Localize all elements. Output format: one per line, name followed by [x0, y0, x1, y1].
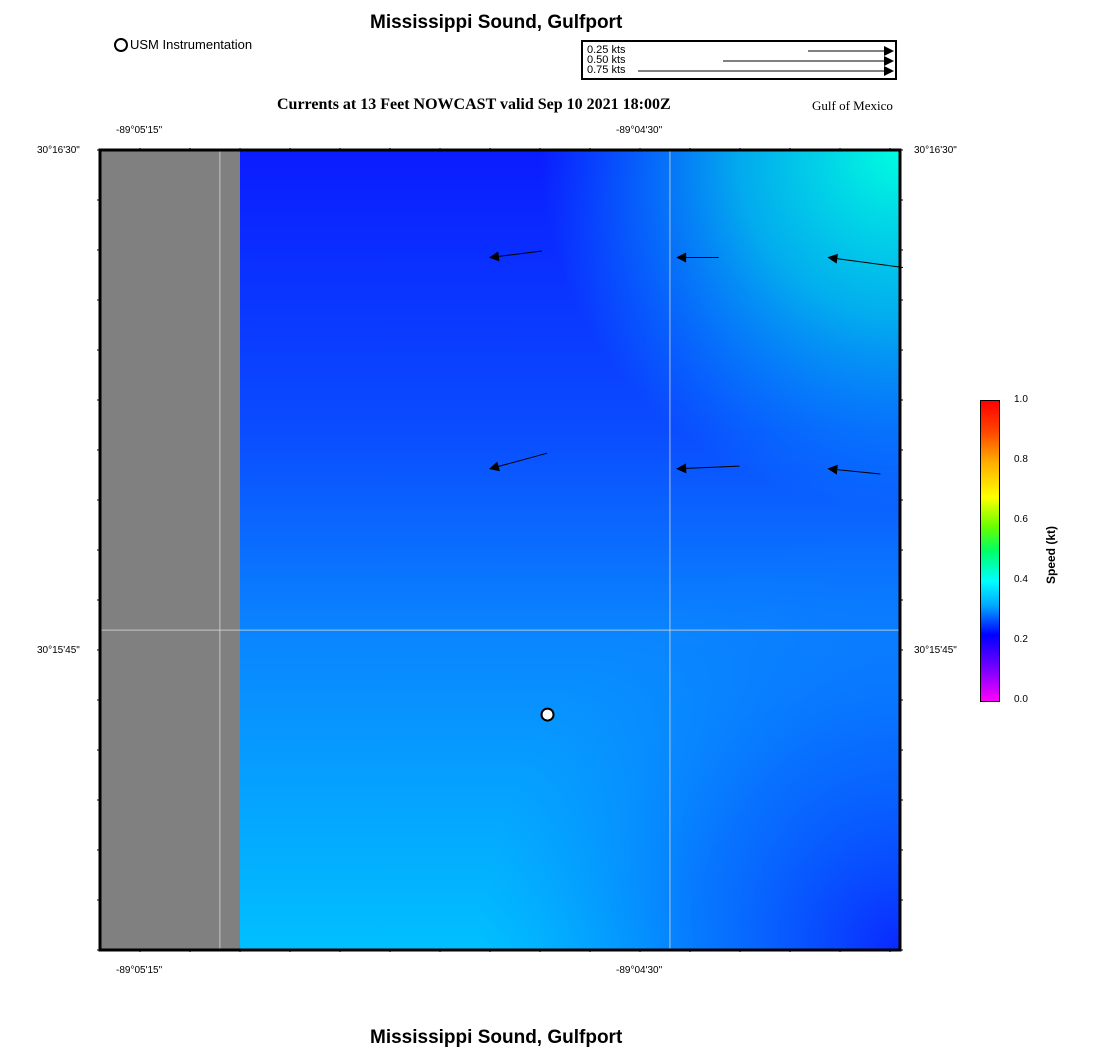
vector-legend-arrows	[638, 46, 894, 76]
colorbar-title: Speed (kt)	[1044, 525, 1058, 584]
colorbar-tick-2: 0.8	[1014, 454, 1028, 465]
lon-top-label-2: -89°04'30"	[616, 125, 663, 136]
colorbar-tick-1: 1.0	[1014, 394, 1028, 405]
usm-legend-label: USM Instrumentation	[130, 37, 253, 52]
region-label: Gulf of Mexico	[812, 98, 893, 113]
lon-bottom-label-2: -89°04'30"	[616, 965, 663, 976]
current-vector-4	[488, 452, 548, 472]
water-speed-field-southeast	[240, 150, 900, 950]
lat-right-label-2: 30°15'45"	[914, 645, 957, 656]
usm-marker-icon	[114, 38, 128, 52]
current-vector-5	[676, 463, 740, 474]
current-vector-3	[827, 253, 903, 268]
usm-station-marker	[540, 707, 555, 722]
colorbar-tick-6: 0.0	[1014, 694, 1028, 705]
vector-legend-label-025: 0.25 kts	[587, 44, 626, 56]
vector-legend-label-050: 0.50 kts	[587, 54, 626, 66]
stations	[540, 707, 555, 722]
lat-right-label-1: 30°16'30"	[914, 145, 957, 156]
vector-legend-label-075: 0.75 kts	[587, 64, 626, 76]
land-area	[100, 150, 240, 950]
lat-left-label-1: 30°16'30"	[37, 145, 80, 156]
map-subtitle: Currents at 13 Feet NOWCAST valid Sep 10…	[277, 96, 671, 113]
current-speed-map	[97, 148, 903, 952]
lon-top-label-1: -89°05'15"	[116, 125, 163, 136]
colorbar-tick-4: 0.4	[1014, 574, 1028, 585]
colorbar-tick-5: 0.2	[1014, 634, 1028, 645]
vector-scale-legend: 0.25 kts 0.50 kts 0.75 kts	[581, 40, 897, 80]
map-title: Mississippi Sound, Gulfport	[370, 12, 623, 33]
footer-title: Mississippi Sound, Gulfport	[370, 1027, 623, 1048]
lat-left-label-2: 30°15'45"	[37, 645, 80, 656]
current-vectors	[488, 250, 903, 475]
current-vector-6	[827, 464, 881, 475]
current-vector-1	[488, 250, 542, 262]
map-frame	[98, 148, 902, 952]
speed-colorbar	[980, 400, 1000, 702]
lon-bottom-label-1: -89°05'15"	[116, 965, 163, 976]
colorbar-tick-3: 0.6	[1014, 514, 1028, 525]
